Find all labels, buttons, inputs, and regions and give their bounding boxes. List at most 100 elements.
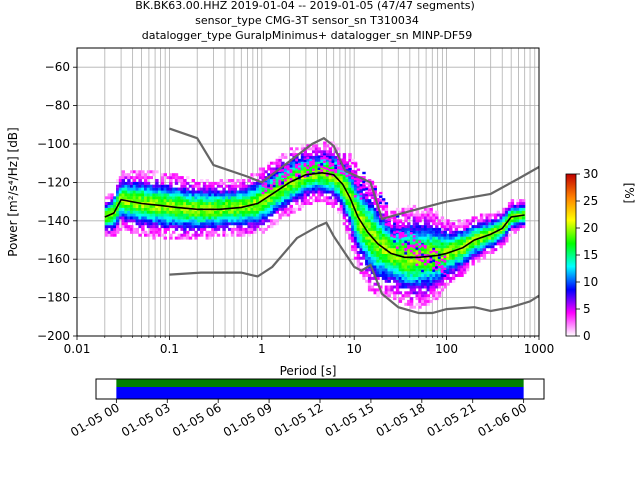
density-cell	[222, 230, 226, 234]
density-cell	[496, 242, 501, 246]
time-tick-label: 01-05 09	[221, 400, 275, 439]
density-cell	[474, 245, 478, 249]
density-cell	[432, 282, 436, 286]
x-tick-label: 100	[435, 342, 458, 356]
density-cell	[121, 216, 125, 220]
density-cell	[135, 184, 139, 188]
density-cell	[359, 199, 363, 203]
density-cell	[121, 184, 125, 188]
density-cell	[177, 236, 181, 240]
density-cell	[474, 236, 478, 240]
density-cell	[384, 291, 389, 295]
density-cell	[393, 291, 397, 295]
density-cell	[435, 245, 439, 249]
density-cell	[149, 213, 153, 217]
density-cell	[449, 253, 453, 257]
density-cell	[130, 176, 134, 180]
density-cell	[446, 268, 450, 272]
density-cell	[376, 199, 380, 203]
density-cell	[107, 219, 111, 223]
density-cell	[208, 213, 212, 217]
density-cell	[412, 274, 417, 277]
density-cell	[362, 245, 366, 249]
density-cell	[303, 150, 307, 154]
density-cell	[180, 187, 184, 191]
density-cell	[216, 233, 221, 237]
density-cell	[471, 245, 475, 249]
density-cell	[306, 161, 310, 165]
density-cell	[314, 187, 319, 191]
density-cell	[359, 222, 363, 226]
density-cell	[200, 179, 204, 182]
density-cell	[230, 219, 235, 223]
density-cell	[289, 164, 293, 168]
density-outlier-cell	[415, 254, 419, 258]
density-cell	[177, 216, 181, 220]
density-cell	[177, 207, 181, 211]
density-cell	[485, 219, 489, 223]
density-cell	[306, 187, 310, 191]
density-cell	[393, 265, 397, 269]
density-cell	[191, 184, 195, 188]
density-outlier-cell	[325, 167, 330, 170]
density-cell	[365, 271, 369, 275]
density-cell	[496, 227, 501, 231]
density-cell	[516, 216, 520, 220]
density-cell	[334, 161, 338, 165]
density-cell	[253, 213, 257, 217]
y-axis-ticks: −60−80−100−120−140−160−180−200	[37, 60, 77, 343]
density-cell	[418, 271, 422, 275]
density-cell	[353, 239, 358, 243]
density-cell	[409, 276, 414, 280]
density-cell	[376, 213, 380, 217]
density-cell	[418, 268, 422, 272]
density-cell	[205, 213, 209, 217]
density-cell	[376, 225, 380, 229]
density-cell	[295, 193, 299, 197]
density-cell	[454, 233, 459, 237]
density-cell	[485, 242, 489, 246]
density-cell	[264, 170, 268, 174]
density-outlier-cell	[370, 196, 375, 199]
density-cell	[339, 176, 344, 180]
density-cell	[278, 202, 282, 205]
density-cell	[216, 225, 221, 229]
density-cell	[415, 297, 419, 301]
density-cell	[197, 219, 201, 223]
density-outlier-cell	[421, 253, 425, 256]
density-cell	[130, 202, 134, 205]
density-cell	[465, 248, 470, 252]
density-cell	[373, 236, 377, 240]
density-cell	[186, 210, 190, 214]
density-cell	[211, 222, 215, 226]
density-outlier-cell	[362, 180, 366, 183]
density-cell	[225, 233, 229, 237]
density-cell	[348, 184, 352, 188]
density-cell	[451, 245, 456, 249]
density-cell	[505, 213, 509, 217]
density-cell	[384, 236, 389, 240]
density-outlier-cell	[404, 234, 408, 237]
density-cell	[451, 265, 456, 269]
density-cell	[158, 202, 162, 205]
density-cell	[256, 213, 260, 217]
density-cell	[421, 291, 425, 295]
density-cell	[132, 170, 137, 174]
density-cell	[370, 256, 375, 260]
density-cell	[477, 230, 481, 234]
density-cell	[247, 193, 251, 197]
density-cell	[351, 207, 355, 211]
density-cell	[180, 176, 184, 180]
density-cell	[300, 144, 305, 148]
density-cell	[141, 173, 145, 177]
density-cell	[186, 236, 190, 240]
density-cell	[362, 222, 366, 226]
density-cell	[407, 213, 411, 217]
density-cell	[493, 248, 498, 252]
density-cell	[289, 204, 293, 208]
density-cell	[180, 216, 184, 220]
density-cell	[356, 213, 361, 217]
density-cell	[488, 222, 492, 226]
density-outlier-cell	[393, 240, 397, 243]
density-cell	[356, 262, 361, 266]
